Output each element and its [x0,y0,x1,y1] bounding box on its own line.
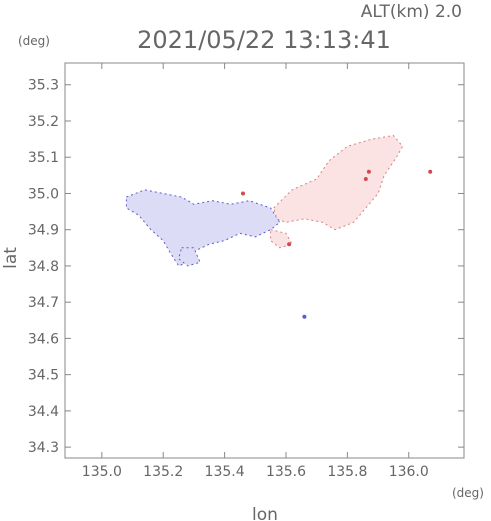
y-tick-label-2: 34.5 [28,368,59,384]
region-western-cluster [125,189,281,267]
x-tick-label-2: 135.4 [205,464,245,480]
x-unit-label: (deg) [452,486,484,500]
plot-frame [64,62,465,459]
y-axis-label: lat [1,247,21,269]
region-eastern-cluster [273,135,404,231]
data-point-0 [302,314,307,319]
data-layer [125,135,433,319]
y-tick-label-1: 34.4 [28,404,59,420]
y-unit-label: (deg) [18,34,50,48]
y-tick-label-9: 35.2 [28,114,59,130]
chart-subtitle: ALT(km) 2.0 [361,2,462,22]
region-pink-fragment-south [270,229,293,249]
x-axis-label: lon [252,505,278,521]
x-tick-label-0: 135.0 [82,464,122,480]
data-point-2 [241,191,245,196]
x-tick-label-5: 136.0 [389,464,429,480]
chart-title: 2021/05/22 13:13:41 [137,26,391,54]
tick-layer: 135.0 135.2 135.4 135.6 135.8 136.0 34.3 34.4 34… [28,63,464,480]
x-tick-label-4: 135.8 [327,464,367,480]
region-blue-fragment-south [178,247,201,267]
data-point-1 [428,169,433,174]
data-point-4 [287,242,292,247]
data-point-3 [366,169,371,174]
y-tick-label-0: 34.3 [28,440,59,456]
y-tick-label-3: 34.6 [28,331,59,347]
x-tick-label-1: 135.2 [143,464,183,480]
y-tick-label-7: 35.0 [28,186,59,202]
data-point-5 [363,177,368,181]
y-tick-label-10: 35.3 [28,78,59,94]
y-tick-label-8: 35.1 [28,150,59,166]
y-tick-label-4: 34.7 [28,295,59,311]
x-tick-label-3: 135.6 [266,464,306,480]
y-tick-label-5: 34.8 [28,259,59,275]
y-tick-label-6: 34.9 [28,223,59,239]
